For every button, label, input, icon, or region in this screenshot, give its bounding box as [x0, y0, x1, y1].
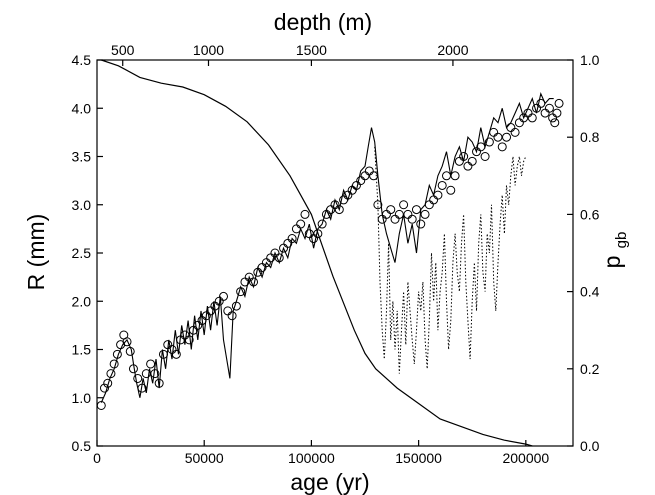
y-tick-label-2: 1.5	[72, 342, 92, 358]
ticks: 0 50000 100000 150000 200000 500 1000 1500 2000 0…	[72, 42, 600, 466]
x-axis-title: age (yr)	[290, 469, 369, 495]
y-axis-title: R (mm)	[23, 214, 49, 291]
radius-point-84	[446, 185, 456, 195]
radius-point-33	[227, 311, 237, 321]
top-axis-title: depth (m)	[274, 9, 372, 35]
x-tick-label-1: 50000	[185, 450, 224, 466]
radius-point-92	[480, 152, 490, 161]
y-tick-label-0: 0.5	[72, 438, 92, 454]
y-tick-label-5: 3.0	[72, 197, 92, 213]
radius-point-8	[122, 337, 132, 347]
radius-point-108	[548, 113, 558, 123]
radius-point-58	[334, 205, 344, 215]
radius-point-3	[106, 369, 116, 379]
radius-point-76	[411, 205, 421, 215]
x-tick-label-3: 150000	[395, 450, 442, 466]
top-tick-label-1: 1000	[193, 42, 224, 58]
right-axis-title-main: p	[599, 256, 625, 269]
right-axis-title: p gb	[599, 232, 630, 269]
radius-point-100	[514, 118, 524, 128]
radius-point-64	[360, 171, 370, 181]
y-tick-label-1: 1.0	[72, 390, 92, 406]
radius-line-solid	[100, 92, 554, 403]
radius-point-22	[180, 330, 190, 340]
x-tick-label-4: 200000	[502, 450, 549, 466]
y2-tick-label-5: 1.0	[580, 52, 600, 68]
radius-point-31	[219, 291, 229, 301]
top-tick-label-3: 2000	[437, 42, 468, 58]
radius-point-107	[544, 103, 554, 113]
radius-point-89	[467, 156, 477, 166]
radius-point-74	[403, 209, 413, 219]
radius-point-97	[502, 132, 512, 142]
radius-point-71	[390, 214, 400, 224]
y2-tick-label-0: 0.0	[580, 438, 600, 454]
radius-point-88	[463, 161, 473, 171]
plot-frame	[96, 59, 574, 447]
radius-point-83	[441, 171, 451, 181]
top-tick-label-2: 1500	[296, 42, 327, 58]
radius-point-96	[497, 142, 507, 152]
radius-point-1	[100, 383, 110, 393]
y2-tick-label-1: 0.2	[580, 361, 600, 377]
radius-point-85	[450, 171, 460, 181]
radius-point-19	[167, 345, 177, 354]
radius-point-0	[96, 400, 106, 410]
y2-tick-label-4: 0.8	[580, 129, 600, 145]
radius-point-111	[554, 98, 564, 108]
radius-point-77	[416, 219, 426, 229]
x-tick-label-0: 0	[93, 450, 101, 466]
radius-point-65	[364, 166, 374, 176]
radius-point-32	[223, 306, 233, 316]
y-tick-label-6: 3.5	[72, 149, 92, 165]
radius-point-75	[407, 214, 417, 224]
x-tick-label-2: 100000	[288, 450, 335, 466]
radius-point-80	[429, 195, 439, 205]
radius-point-109	[550, 118, 560, 128]
radius-point-110	[552, 108, 562, 118]
radius-point-79	[424, 200, 434, 210]
radius-point-78	[420, 209, 430, 219]
radius-point-73	[399, 200, 409, 210]
radius-point-82	[437, 180, 447, 190]
radius-point-70	[386, 205, 396, 215]
y-tick-label-4: 2.5	[72, 245, 92, 261]
y2-tick-label-3: 0.6	[580, 206, 600, 222]
radius-point-93	[484, 137, 494, 147]
radius-point-69	[381, 209, 391, 219]
right-axis-title-sub: gb	[613, 232, 630, 249]
radius-line-dotted	[374, 146, 527, 374]
radius-point-11	[133, 373, 143, 383]
top-tick-label-0: 500	[111, 42, 135, 58]
radius-point-81	[433, 190, 443, 200]
radius-point-54	[317, 219, 327, 229]
axes	[96, 59, 574, 447]
radius-point-67	[373, 200, 383, 210]
radius-point-50	[300, 209, 310, 219]
radius-point-94	[489, 127, 499, 137]
radius-point-48	[291, 224, 301, 234]
radius-point-47	[287, 234, 297, 244]
radius-point-95	[493, 132, 503, 142]
y-tick-label-7: 4.0	[72, 100, 92, 116]
radius-point-99	[510, 127, 520, 137]
radius-point-86	[454, 156, 464, 166]
radius-point-49	[296, 219, 306, 229]
radius-point-106	[540, 108, 550, 118]
plot-marks	[96, 59, 564, 447]
radius-point-98	[506, 123, 516, 133]
y-tick-label-3: 2.0	[72, 293, 92, 309]
radius-point-9	[125, 346, 135, 356]
radius-point-72	[394, 209, 404, 219]
radius-point-14	[146, 359, 156, 369]
radius-point-103	[527, 113, 537, 123]
y2-tick-label-2: 0.4	[580, 284, 600, 300]
y-tick-label-8: 4.5	[72, 52, 92, 68]
pgb-curve	[101, 59, 533, 447]
